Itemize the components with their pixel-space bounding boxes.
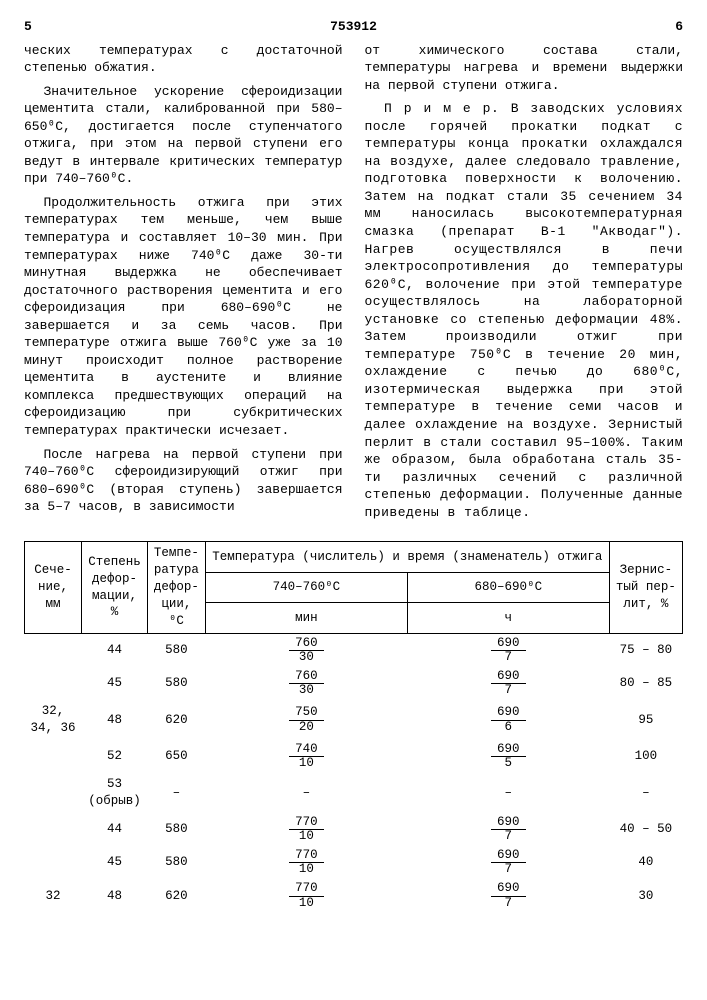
page-number-left: 5 <box>24 18 32 36</box>
th-range1: 740–760⁰С <box>205 572 407 602</box>
th-section: Сече- ние, мм <box>25 542 82 633</box>
cell-anneal2: 6907 <box>407 846 609 879</box>
cell-perlite: 100 <box>609 740 682 773</box>
cell-deformation: 44 <box>82 813 148 846</box>
cell-section <box>25 740 82 773</box>
cell-anneal2: 6907 <box>407 813 609 846</box>
cell-temp: 620 <box>147 700 205 740</box>
cell-section <box>25 633 82 667</box>
table-row: 52650740106905100 <box>25 740 683 773</box>
th-deformation: Степень дефор- мации, % <box>82 542 148 633</box>
results-table: Сече- ние, мм Степень дефор- мации, % Те… <box>24 541 683 912</box>
cell-perlite: – <box>609 773 682 813</box>
cell-temp: 580 <box>147 813 205 846</box>
cell-temp: 580 <box>147 846 205 879</box>
cell-temp: 580 <box>147 667 205 700</box>
right-column: от химического состава стали, температур… <box>365 42 684 528</box>
cell-deformation: 48 <box>82 700 148 740</box>
th-range2: 680–690⁰С <box>407 572 609 602</box>
cell-temp: – <box>147 773 205 813</box>
th-anneal-top: Температура (числитель) и время (знамена… <box>205 542 609 572</box>
table-row: 32, 34, 364862075020690695 <box>25 700 683 740</box>
cell-deformation: 44 <box>82 633 148 667</box>
cell-anneal1: 77010 <box>205 846 407 879</box>
page-number-right: 6 <box>675 18 683 36</box>
cell-anneal1: 74010 <box>205 740 407 773</box>
cell-anneal2: 6907 <box>407 879 609 912</box>
cell-perlite: 40 – 50 <box>609 813 682 846</box>
th-unit-min: мин <box>205 603 407 633</box>
cell-anneal2: 6906 <box>407 700 609 740</box>
cell-anneal2: – <box>407 773 609 813</box>
table-body: 4458076030690775 – 804558076030690780 – … <box>25 633 683 913</box>
cell-anneal1: 76030 <box>205 667 407 700</box>
cell-anneal1: 77010 <box>205 879 407 912</box>
cell-deformation: 52 <box>82 740 148 773</box>
cell-temp: 580 <box>147 633 205 667</box>
th-unit-h: ч <box>407 603 609 633</box>
right-p1: от химического состава стали, температур… <box>365 42 684 95</box>
table-row: 4458076030690775 – 80 <box>25 633 683 667</box>
table-row: 4558077010690740 <box>25 846 683 879</box>
th-perlite: Зернис- тый пер- лит, % <box>609 542 682 633</box>
text-columns: ческих температурах с достаточной степен… <box>24 42 683 528</box>
left-p2: Значительное ускорение сфероидизации цем… <box>24 83 343 188</box>
left-column: ческих температурах с достаточной степен… <box>24 42 343 528</box>
cell-perlite: 80 – 85 <box>609 667 682 700</box>
cell-perlite: 30 <box>609 879 682 912</box>
cell-perlite: 95 <box>609 700 682 740</box>
cell-anneal1: 76030 <box>205 633 407 667</box>
cell-anneal1: 75020 <box>205 700 407 740</box>
left-p4: После нагрева на первой ступени при 740–… <box>24 446 343 516</box>
table-head: Сече- ние, мм Степень дефор- мации, % Те… <box>25 542 683 633</box>
cell-section: 32, 34, 36 <box>25 700 82 740</box>
cell-anneal2: 6905 <box>407 740 609 773</box>
cell-perlite: 40 <box>609 846 682 879</box>
table-row: 324862077010690730 <box>25 879 683 912</box>
cell-deformation: 53 (обрыв) <box>82 773 148 813</box>
table-row: 53 (обрыв)–––– <box>25 773 683 813</box>
page-header: 5 753912 6 <box>24 18 683 36</box>
cell-perlite: 75 – 80 <box>609 633 682 667</box>
cell-section <box>25 813 82 846</box>
table-row: 4458077010690740 – 50 <box>25 813 683 846</box>
cell-deformation: 45 <box>82 667 148 700</box>
cell-section: 32 <box>25 879 82 912</box>
cell-section <box>25 773 82 813</box>
left-p1: ческих температурах с достаточной степен… <box>24 42 343 77</box>
cell-anneal2: 6907 <box>407 633 609 667</box>
cell-anneal1: – <box>205 773 407 813</box>
cell-section <box>25 846 82 879</box>
right-p2: П р и м е р. В заводских условиях после … <box>365 100 684 521</box>
document-number: 753912 <box>32 18 675 36</box>
cell-temp: 620 <box>147 879 205 912</box>
left-p3: Продолжительность отжига при этих темпер… <box>24 194 343 440</box>
cell-deformation: 48 <box>82 879 148 912</box>
th-temp-def: Темпе- ратура дефор- ции, ⁰С <box>147 542 205 633</box>
cell-section <box>25 667 82 700</box>
cell-temp: 650 <box>147 740 205 773</box>
cell-anneal2: 6907 <box>407 667 609 700</box>
cell-anneal1: 77010 <box>205 813 407 846</box>
table-row: 4558076030690780 – 85 <box>25 667 683 700</box>
cell-deformation: 45 <box>82 846 148 879</box>
